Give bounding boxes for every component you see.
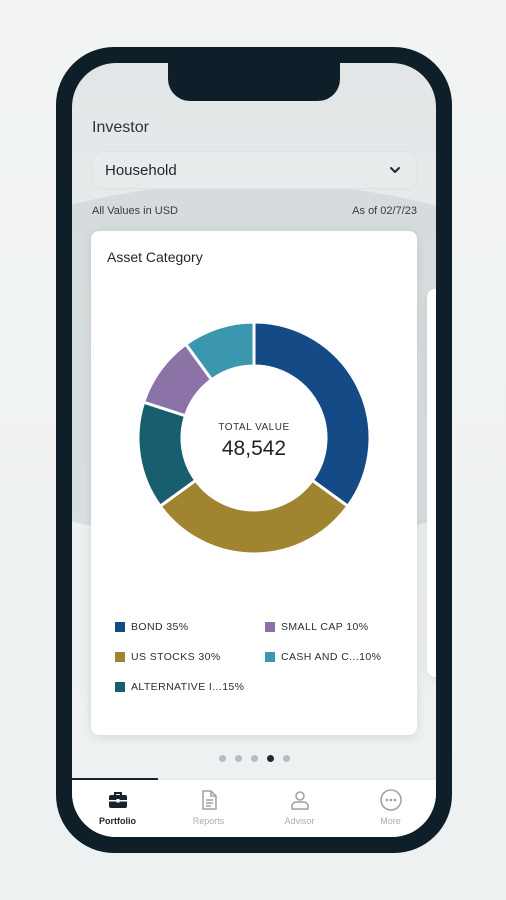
phone-frame: Investor Household All Values in USD As … [56, 47, 452, 853]
active-tab-indicator [72, 778, 158, 780]
donut-slice-bond[interactable] [252, 320, 372, 509]
legend-swatch [265, 622, 275, 632]
total-value-amount: 48,542 [221, 437, 287, 460]
tab-label: Advisor [284, 816, 315, 826]
asset-category-card[interactable]: Asset Category TOTAL VALUE 48,542 BOND 3… [91, 231, 417, 735]
legend-swatch [115, 652, 125, 662]
page-dot[interactable] [250, 755, 258, 762]
legend-item-bond: BOND 35% [115, 621, 188, 633]
tab-label: Reports [192, 816, 225, 826]
household-select-value: Household [105, 161, 177, 179]
tab-reports[interactable]: Reports [163, 780, 254, 837]
page-dot[interactable] [234, 755, 242, 762]
legend-swatch [265, 652, 275, 662]
legend-label: US STOCKS 30% [131, 651, 221, 663]
page-dot[interactable] [218, 755, 226, 762]
currency-note: All Values in USD [92, 205, 178, 217]
household-select[interactable]: Household [92, 151, 417, 189]
tab-more[interactable]: More [345, 780, 436, 837]
legend-item-alternative: ALTERNATIVE I...15% [115, 681, 244, 693]
next-card-peek[interactable] [427, 289, 436, 677]
page-dot-active[interactable] [266, 755, 274, 762]
donut-slice-us-stocks[interactable] [158, 478, 350, 556]
document-icon [201, 790, 217, 810]
legend-item-us-stocks: US STOCKS 30% [115, 651, 221, 663]
legend-label: CASH AND C...10% [281, 651, 382, 663]
donut-chart [136, 320, 372, 556]
total-value-label: TOTAL VALUE [218, 422, 290, 433]
page-dot[interactable] [282, 755, 290, 762]
legend-label: ALTERNATIVE I...15% [131, 681, 245, 693]
page-indicator [72, 755, 436, 762]
legend-label: SMALL CAP 10% [281, 621, 369, 633]
briefcase-icon [108, 792, 127, 808]
legend-swatch [115, 682, 125, 692]
more-icon [379, 789, 402, 811]
chevron-down-icon [390, 167, 400, 173]
bottom-tab-bar: Portfolio Reports Advisor [72, 778, 436, 837]
legend-item-cash: CASH AND C...10% [265, 651, 381, 663]
as-of-date: As of 02/7/23 [352, 205, 417, 217]
legend-label: BOND 35% [131, 621, 189, 633]
legend-swatch [115, 622, 125, 632]
donut-slice-cash-and-c[interactable] [183, 320, 256, 382]
phone-notch [168, 63, 340, 101]
legend-item-small-cap: SMALL CAP 10% [265, 621, 369, 633]
tab-label: More [380, 816, 401, 826]
person-icon [290, 791, 309, 810]
tab-label: Portfolio [99, 816, 136, 826]
app-screen: Investor Household All Values in USD As … [72, 63, 436, 837]
page-title: Investor [92, 119, 149, 136]
tab-advisor[interactable]: Advisor [254, 780, 345, 837]
card-title: Asset Category [107, 249, 203, 265]
tab-portfolio[interactable]: Portfolio [72, 780, 163, 837]
